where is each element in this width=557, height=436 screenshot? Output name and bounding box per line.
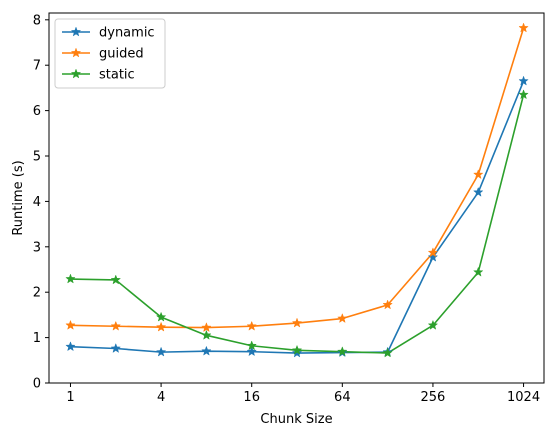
data-point-static — [201, 329, 212, 340]
legend: dynamic guided static — [54, 18, 166, 89]
data-point-dynamic — [201, 345, 212, 356]
series-markers — [65, 22, 529, 358]
data-point-guided — [246, 320, 257, 331]
x-axis-ticks: 1 4 16 64 256 1024 — [66, 383, 540, 405]
data-point-static — [291, 344, 303, 355]
legend-label-guided: guided — [99, 47, 144, 62]
y-tick-label: 2 — [33, 286, 41, 301]
data-point-static — [246, 340, 257, 351]
x-tick-label: 4 — [157, 390, 165, 405]
x-tick-label: 1024 — [507, 390, 540, 405]
data-point-static — [427, 319, 439, 330]
data-point-guided — [155, 321, 167, 332]
y-tick-label: 0 — [33, 377, 41, 392]
y-tick-label: 3 — [33, 240, 41, 255]
x-tick-label: 256 — [421, 390, 446, 405]
y-axis-label: Runtime (s) — [11, 160, 26, 235]
x-tick-label: 16 — [243, 390, 260, 405]
y-tick-label: 5 — [33, 150, 41, 165]
data-point-guided — [201, 322, 212, 333]
y-axis-ticks: 0 1 2 3 4 5 6 7 8 — [33, 13, 49, 392]
y-tick-label: 1 — [33, 331, 41, 346]
data-point-dynamic — [473, 186, 484, 197]
plot-frame — [48, 12, 545, 384]
y-tick-label: 7 — [33, 59, 41, 74]
legend-marker-dynamic — [70, 26, 82, 37]
y-tick-label: 8 — [33, 13, 41, 28]
data-point-static — [337, 346, 348, 357]
data-point-guided — [337, 313, 348, 323]
y-tick-label: 4 — [33, 195, 41, 210]
data-point-guided — [472, 169, 484, 180]
data-point-static — [110, 274, 122, 285]
x-tick-label: 64 — [334, 390, 351, 405]
data-point-static — [65, 273, 76, 284]
legend-marker-guided — [70, 47, 82, 58]
data-point-guided — [291, 317, 303, 328]
data-point-dynamic — [65, 341, 76, 352]
legend-marker-static — [70, 68, 82, 79]
data-point-static — [382, 347, 393, 358]
data-point-guided — [518, 22, 529, 33]
data-point-dynamic — [518, 75, 529, 86]
data-point-static — [472, 266, 484, 277]
legend-label-dynamic: dynamic — [99, 26, 155, 41]
y-tick-label: 6 — [33, 104, 41, 119]
x-tick-label: 1 — [66, 390, 74, 405]
data-point-dynamic — [246, 346, 257, 357]
legend-label-static: static — [99, 68, 135, 83]
data-point-dynamic — [155, 346, 167, 357]
x-axis-label: Chunk Size — [260, 412, 332, 427]
data-point-guided — [382, 299, 393, 310]
series-line-dynamic — [70, 80, 525, 354]
legend-box — [54, 18, 166, 89]
data-point-static — [155, 311, 167, 322]
data-point-guided — [110, 320, 122, 331]
data-point-guided — [427, 247, 439, 258]
data-point-dynamic — [427, 251, 439, 262]
data-point-static — [518, 89, 529, 100]
data-point-dynamic — [110, 342, 122, 353]
data-point-guided — [65, 319, 76, 330]
